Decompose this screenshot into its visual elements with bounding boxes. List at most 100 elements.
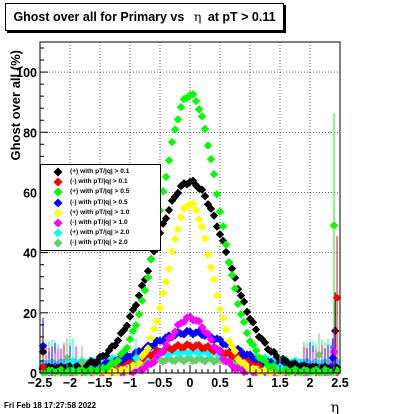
data-point [167,247,177,256]
data-point [113,356,123,365]
data-point [218,222,228,231]
data-point [134,310,144,319]
data-point [77,358,87,367]
legend-marker [53,238,63,248]
data-point [179,357,189,366]
data-point [233,299,243,309]
data-point [251,346,261,355]
data-point [218,313,228,323]
data-point [62,353,72,363]
x-tick-label: −2 [63,376,77,390]
data-point [143,344,153,353]
data-point [239,317,249,327]
y-tick-label: 0 [30,367,37,381]
data-point [161,214,171,223]
data-point [155,304,165,313]
data-point [188,90,198,99]
x-tick-label: 1 [247,376,254,390]
data-point [221,247,231,257]
legend-entry: (-) with pT/|q| > 0.5 [41,198,160,208]
x-tick-label: 1.5 [271,376,288,390]
legend: (+) with pT/|q| > 0.1 (-) with pT/|q| > 0… [40,164,161,251]
data-point [191,356,201,365]
data-point [176,348,186,357]
data-point [131,353,141,363]
data-point [212,291,222,300]
data-point [158,347,168,356]
data-point [140,348,150,357]
legend-marker [53,208,63,218]
data-point [113,336,123,345]
legend-label: (-) with pT/|q| > 2.0 [70,239,128,247]
data-point [149,324,159,334]
data-point [197,323,207,332]
data-point [206,154,216,164]
data-point [140,363,150,372]
data-point [215,335,225,344]
data-point [248,318,258,327]
data-point [230,273,240,283]
data-point [206,344,216,354]
x-tick-label: 2 [307,376,314,390]
data-point [185,327,195,336]
data-point [197,185,207,194]
data-point [167,196,177,205]
data-point [242,328,252,338]
x-tick-label: −1 [123,376,137,390]
data-point [128,305,138,315]
y-tick-label: 40 [23,247,37,261]
data-point [170,343,180,352]
data-point [206,204,216,213]
legend-label: (-) with pT/|q| > 1.0 [70,219,128,226]
data-point [170,234,180,244]
data-point [161,277,171,287]
data-point [236,291,246,300]
y-tick-label: 80 [23,126,37,140]
data-point [131,321,141,330]
data-point [185,341,195,350]
data-point [182,93,192,102]
data-point [122,321,132,330]
data-point [167,345,177,354]
data-point [218,236,228,246]
data-point [200,357,210,366]
data-point [194,349,204,359]
y-axis-label: Ghost over all (%) [8,50,23,161]
data-point [194,215,204,224]
legend-marker [53,228,63,238]
legend-entry: (+) with pT/|q| > 2.0 [41,228,160,238]
legend-label: (+) with pT/|q| > 2.0 [70,229,130,237]
data-point [239,297,249,306]
data-point [200,124,210,134]
legend-entry: (-) with pT/|q| > 1.0 [41,218,160,228]
data-point [332,293,342,302]
data-point [197,222,207,231]
data-point [239,358,249,368]
title-suffix: at pT > 0.11 [207,10,276,24]
data-point [128,326,138,336]
x-tick-label: −2.5 [28,376,53,390]
data-point [248,340,258,350]
data-point [203,342,213,351]
legend-entry: (-) with pT/|q| > 2.0 [41,238,160,248]
data-point [206,335,216,344]
data-point [131,300,141,310]
data-point [173,340,183,350]
data-point [230,284,240,293]
data-point [209,275,219,284]
legend-entry: (+) with pT/|q| > 1.0 [41,208,160,218]
data-point [215,305,225,314]
data-point [122,343,132,353]
x-tick-label: 2.5 [331,376,348,390]
data-point [125,312,135,321]
data-point [224,258,234,267]
data-point [167,137,177,147]
data-point [179,343,189,352]
data-point [185,349,195,358]
data-point [179,204,189,213]
data-point [176,354,186,364]
data-point [200,343,210,353]
legend-entry: (-) with pT/|q| > 0.1 [41,177,160,187]
title-prefix: Ghost over all for Primary vs [13,10,185,24]
